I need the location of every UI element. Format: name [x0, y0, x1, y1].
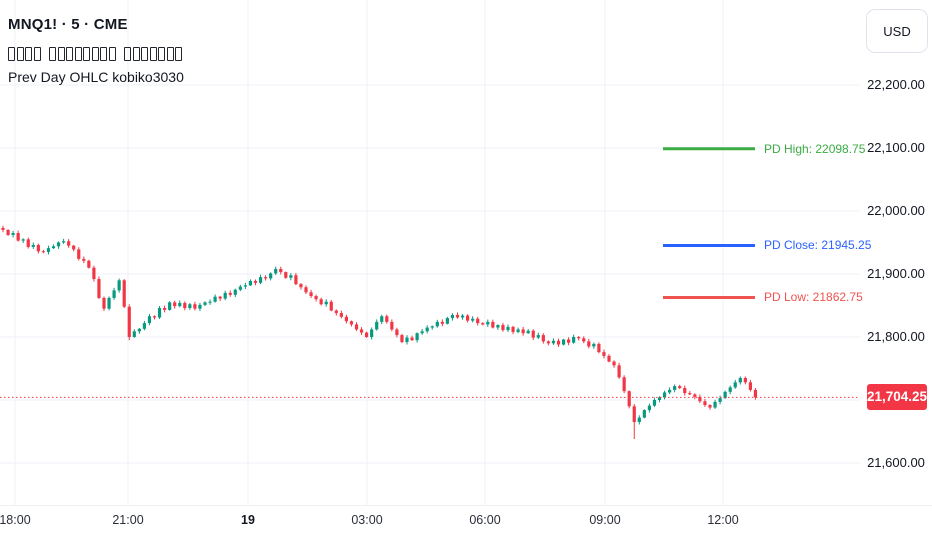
price-tick: 22,200.00 — [867, 77, 925, 92]
time-tick: 03:00 — [351, 513, 383, 527]
price-tick: 21,900.00 — [867, 266, 925, 281]
time-tick: 06:00 — [469, 513, 501, 527]
missing-glyph-box — [149, 46, 157, 61]
missing-glyph-box — [100, 46, 107, 61]
missing-glyph-box — [108, 46, 116, 61]
price-tick: 22,100.00 — [867, 140, 925, 155]
missing-glyph-box — [33, 46, 41, 61]
missing-glyph-box — [66, 46, 73, 61]
missing-glyph-group — [49, 45, 117, 63]
time-axis[interactable]: 18:00 21:00 19 03:00 06:00 09:00 12:00 — [0, 505, 932, 550]
time-tick: 19 — [241, 513, 255, 527]
missing-glyph-group — [124, 45, 184, 63]
pd-high-label: PD High: 22098.75 — [764, 141, 866, 156]
missing-glyph-box — [166, 46, 174, 61]
symbol-title[interactable]: MNQ1! · 5 · CME — [8, 16, 128, 33]
indicator-name-missing-glyphs[interactable] — [8, 45, 191, 63]
time-tick: 18:00 — [0, 513, 31, 527]
missing-glyph-box — [141, 46, 148, 61]
missing-glyph-box — [83, 46, 90, 61]
missing-glyph-box — [91, 46, 99, 61]
price-axis[interactable]: USD 22,200.00 22,100.00 22,000.00 21,900.00… — [860, 0, 932, 505]
grid — [0, 0, 860, 505]
missing-glyph-box — [25, 46, 32, 61]
pd-close-label: PD Close: 21945.25 — [764, 238, 872, 253]
missing-glyph-box — [175, 46, 182, 61]
chart-legend: MNQ1! · 5 · CME Prev Day OHLC kobiko3030 — [8, 16, 191, 85]
candles — [1, 225, 758, 440]
candlestick-chart[interactable] — [0, 0, 860, 505]
time-tick: 12:00 — [707, 513, 739, 527]
missing-glyph-box — [57, 46, 65, 61]
indicator-legend-title[interactable]: Prev Day OHLC kobiko3030 — [8, 69, 184, 85]
missing-glyph-box — [132, 46, 140, 61]
missing-glyph-group — [8, 45, 42, 63]
missing-glyph-box — [8, 46, 15, 61]
missing-glyph-box — [49, 46, 56, 61]
time-tick: 21:00 — [112, 513, 144, 527]
missing-glyph-box — [74, 46, 82, 61]
time-tick: 09:00 — [589, 513, 621, 527]
price-tick: 21,800.00 — [867, 329, 925, 344]
missing-glyph-box — [124, 46, 131, 61]
price-tick: 22,000.00 — [867, 203, 925, 218]
currency-button[interactable]: USD — [866, 9, 928, 53]
missing-glyph-box — [158, 46, 165, 61]
current-price-label: 21,704.25 — [867, 384, 927, 411]
missing-glyph-box — [16, 46, 24, 61]
price-tick: 21,600.00 — [867, 455, 925, 470]
pd-low-label: PD Low: 21862.75 — [764, 290, 863, 305]
